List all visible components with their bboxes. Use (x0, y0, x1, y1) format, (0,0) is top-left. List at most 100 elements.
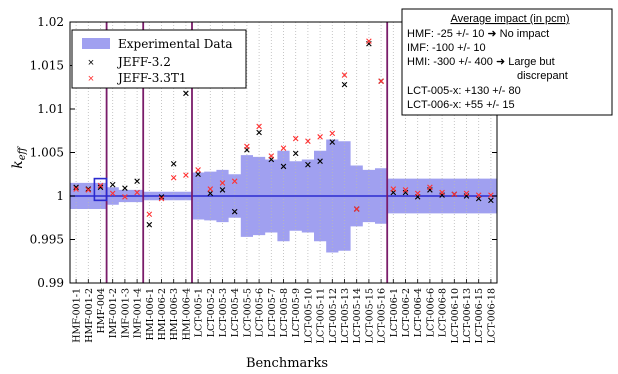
point-jeff32 (170, 161, 177, 167)
x-tick-label: LCT-005-6 (255, 288, 266, 337)
marker-stroke (219, 180, 226, 186)
marker-stroke (244, 143, 250, 150)
point-jeff33 (451, 191, 458, 198)
legend-swatch-experimental (82, 38, 110, 49)
point-jeff33 (475, 192, 482, 198)
x-tick-label: LCT-005-16 (377, 288, 388, 343)
x-tick-label: LCT-005-5 (242, 288, 253, 337)
marker-stroke (134, 178, 140, 184)
marker-stroke (329, 130, 336, 137)
marker-stroke (317, 134, 323, 140)
data-points (73, 38, 494, 228)
y-tick-label: 1 (56, 189, 64, 203)
x-axis-label: Benchmarks (246, 356, 328, 371)
marker-stroke (122, 185, 128, 191)
point-jeff32 (97, 184, 104, 191)
legend-label-jeff32: JEFF-3.2 (116, 55, 171, 69)
point-jeff32 (73, 184, 79, 191)
marker-stroke (219, 187, 226, 193)
marker-stroke (292, 135, 299, 142)
x-tick-label: LCT-005-8 (279, 288, 290, 337)
point-jeff33 (341, 72, 348, 78)
marker-stroke (97, 182, 104, 189)
x-tick-label: HMI-006-4 (181, 288, 192, 340)
x-tick-label: LCT-006-4 (413, 288, 424, 337)
annotation-line-hmf: HMF: -25 +/- 10 ➜ No impact (407, 28, 549, 40)
point-jeff33 (256, 123, 262, 130)
point-jeff33 (158, 195, 165, 202)
marker-stroke (353, 206, 360, 212)
y-tick-label: 1.005 (30, 146, 64, 160)
point-jeff33 (122, 194, 128, 200)
y-tick-label: 0.995 (30, 233, 64, 247)
point-jeff33 (73, 186, 79, 192)
annotation-title: Average impact (in pcm) (450, 13, 569, 25)
legend-label-jeff33: JEFF-3.3T1 (116, 71, 186, 85)
marker-stroke (73, 186, 79, 192)
x-tick-label: LCT-006-8 (438, 288, 449, 337)
x-tick-label: LCT-005-11 (316, 288, 327, 343)
marker-stroke (97, 184, 104, 191)
marker-stroke (109, 181, 116, 188)
x-tick-label: LCT-006-15 (474, 288, 485, 343)
point-jeff32 (256, 129, 262, 136)
marker-stroke (183, 172, 189, 178)
marker-stroke (134, 189, 140, 196)
y-tick-label: 1.02 (37, 15, 64, 29)
marker-stroke (146, 211, 153, 218)
marker-stroke (195, 167, 201, 173)
x-tick-label: HMF-001-2 (84, 288, 95, 343)
point-jeff32 (329, 139, 336, 145)
marker-stroke (280, 163, 287, 170)
point-jeff33 (463, 190, 470, 197)
impact-annotation: Average impact (in pcm) HMF: -25 +/- 10 … (401, 8, 613, 116)
point-jeff32 (292, 150, 299, 157)
x-tick-label: LCT-005-12 (328, 288, 339, 343)
marker-stroke (170, 174, 177, 181)
x-tick-label: IMF-001-2 (108, 288, 119, 338)
x-tick-label: LCT-005-7 (267, 288, 278, 337)
point-jeff32 (146, 221, 153, 228)
point-jeff33 (366, 38, 372, 44)
x-tick-label: LCT-005-2 (206, 288, 217, 337)
x-tick-label: LCT-005-3 (218, 288, 229, 337)
marker-stroke (268, 153, 275, 159)
point-jeff33 (378, 78, 384, 84)
annotation-line-imf: IMF: -100 +/- 10 (407, 42, 486, 54)
marker-stroke (305, 138, 311, 144)
x-tick-label: LCT-005-1 (194, 288, 205, 337)
marker-stroke (231, 178, 238, 184)
marker-stroke (158, 195, 165, 202)
point-jeff33 (292, 135, 299, 142)
marker-stroke (170, 161, 177, 167)
marker-stroke (488, 197, 494, 204)
x-tick-label: LCT-005-10 (303, 288, 314, 343)
point-jeff32 (195, 171, 201, 178)
point-jeff32 (280, 163, 287, 170)
point-jeff33 (427, 184, 433, 191)
x-tick-label: LCT-005-4 (230, 288, 241, 337)
x-tick-label: LCT-005-13 (340, 288, 351, 343)
y-axis-ticks: 0.99 0.995 1 1.005 1.01 1.015 1.02 (30, 15, 497, 290)
marker-stroke (85, 187, 92, 193)
point-jeff33 (85, 187, 92, 193)
point-jeff32 (207, 190, 214, 197)
point-jeff32 (158, 194, 165, 200)
marker-stroke (341, 72, 348, 78)
point-jeff32 (183, 90, 189, 97)
marker-stroke (231, 208, 238, 215)
marker-stroke (439, 189, 445, 196)
x-tick-label: LCT-006-13 (462, 288, 473, 343)
point-jeff32 (488, 197, 494, 204)
annotation-line-hmi: HMI: -300 +/- 400 ➜ Large but (407, 56, 555, 68)
point-jeff32 (317, 158, 323, 164)
marker-stroke (122, 194, 128, 200)
x-tick-label: HMI-006-3 (169, 288, 180, 340)
x-tick-label: IMF-001-4 (133, 288, 144, 338)
point-jeff33 (231, 178, 238, 184)
point-jeff33 (390, 186, 397, 192)
y-tick-label: 0.99 (37, 276, 64, 290)
point-jeff32 (231, 208, 238, 215)
point-jeff33 (280, 145, 287, 151)
marker-stroke (207, 186, 214, 192)
